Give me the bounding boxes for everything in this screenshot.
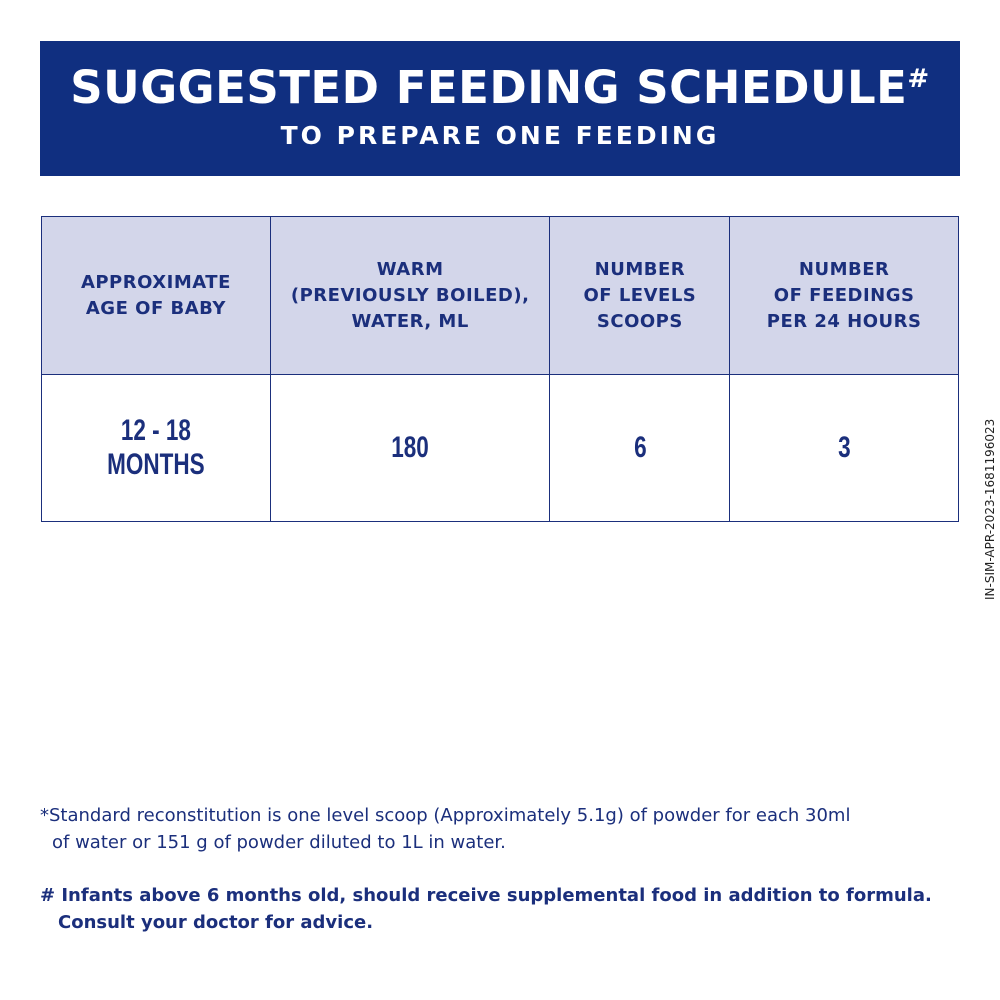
title-line: SUGGESTED FEEDING SCHEDULE# bbox=[40, 61, 960, 114]
cell-text: 12 - 18 MONTHS bbox=[107, 414, 205, 481]
header-line: WATER, ML bbox=[351, 310, 469, 332]
cell-text: 3 bbox=[837, 431, 851, 464]
footnote: *Standard reconstitution is one level sc… bbox=[40, 802, 850, 856]
column-header: APPROXIMATE AGE OF BABY bbox=[41, 216, 271, 375]
cell-text: 180 bbox=[391, 431, 429, 464]
title-mark: # bbox=[907, 64, 930, 94]
header-row: APPROXIMATE AGE OF BABY WARM (PREVIOUSLY BO… bbox=[41, 216, 959, 375]
header-line: WARM bbox=[376, 258, 444, 280]
feeding-table: APPROXIMATE AGE OF BABY WARM (PREVIOUSLY BO… bbox=[41, 216, 959, 522]
table-cell: 12 - 18 MONTHS bbox=[41, 374, 271, 522]
column-header: WARM (PREVIOUSLY BOILED), WATER, ML bbox=[269, 216, 551, 375]
header-line: OF FEEDINGS bbox=[773, 284, 915, 306]
banner: SUGGESTED FEEDING SCHEDULE# TO PREPARE O… bbox=[40, 41, 960, 176]
footnote-line: of water or 151 g of powder diluted to 1… bbox=[52, 832, 506, 853]
header-line: (PREVIOUSLY BOILED), bbox=[290, 284, 530, 306]
column-header: NUMBER OF LEVELS SCOOPS bbox=[549, 216, 731, 375]
title: SUGGESTED FEEDING SCHEDULE bbox=[70, 61, 908, 114]
footnote-line: # Infants above 6 months old, should rec… bbox=[40, 885, 932, 906]
table-cell: 6 bbox=[549, 374, 731, 522]
subtitle: TO PREPARE ONE FEEDING bbox=[280, 121, 720, 150]
side-code: IN-SIM-APR-2023-1681196023 bbox=[983, 418, 997, 600]
header-line: NUMBER bbox=[594, 258, 686, 280]
header-line: OF LEVELS bbox=[583, 284, 697, 306]
footnote-line: Consult your doctor for advice. bbox=[58, 912, 374, 933]
footnote: # Infants above 6 months old, should rec… bbox=[40, 882, 932, 936]
header-line: NUMBER bbox=[798, 258, 890, 280]
footnote-line: *Standard reconstitution is one level sc… bbox=[40, 805, 851, 826]
table-cell: 180 bbox=[269, 374, 551, 522]
header-line: SCOOPS bbox=[596, 310, 683, 332]
header-line: AGE OF BABY bbox=[85, 297, 226, 319]
table-body: 12 - 18 MONTHS 180 6 3 bbox=[41, 374, 959, 522]
cell-text: 6 bbox=[633, 431, 647, 464]
table-cell: 3 bbox=[729, 374, 959, 522]
header-line: APPROXIMATE bbox=[80, 271, 231, 293]
table-row: 12 - 18 MONTHS 180 6 3 bbox=[41, 374, 959, 522]
header-line: PER 24 HOURS bbox=[766, 310, 922, 332]
column-header: NUMBER OF FEEDINGS PER 24 HOURS bbox=[729, 216, 959, 375]
